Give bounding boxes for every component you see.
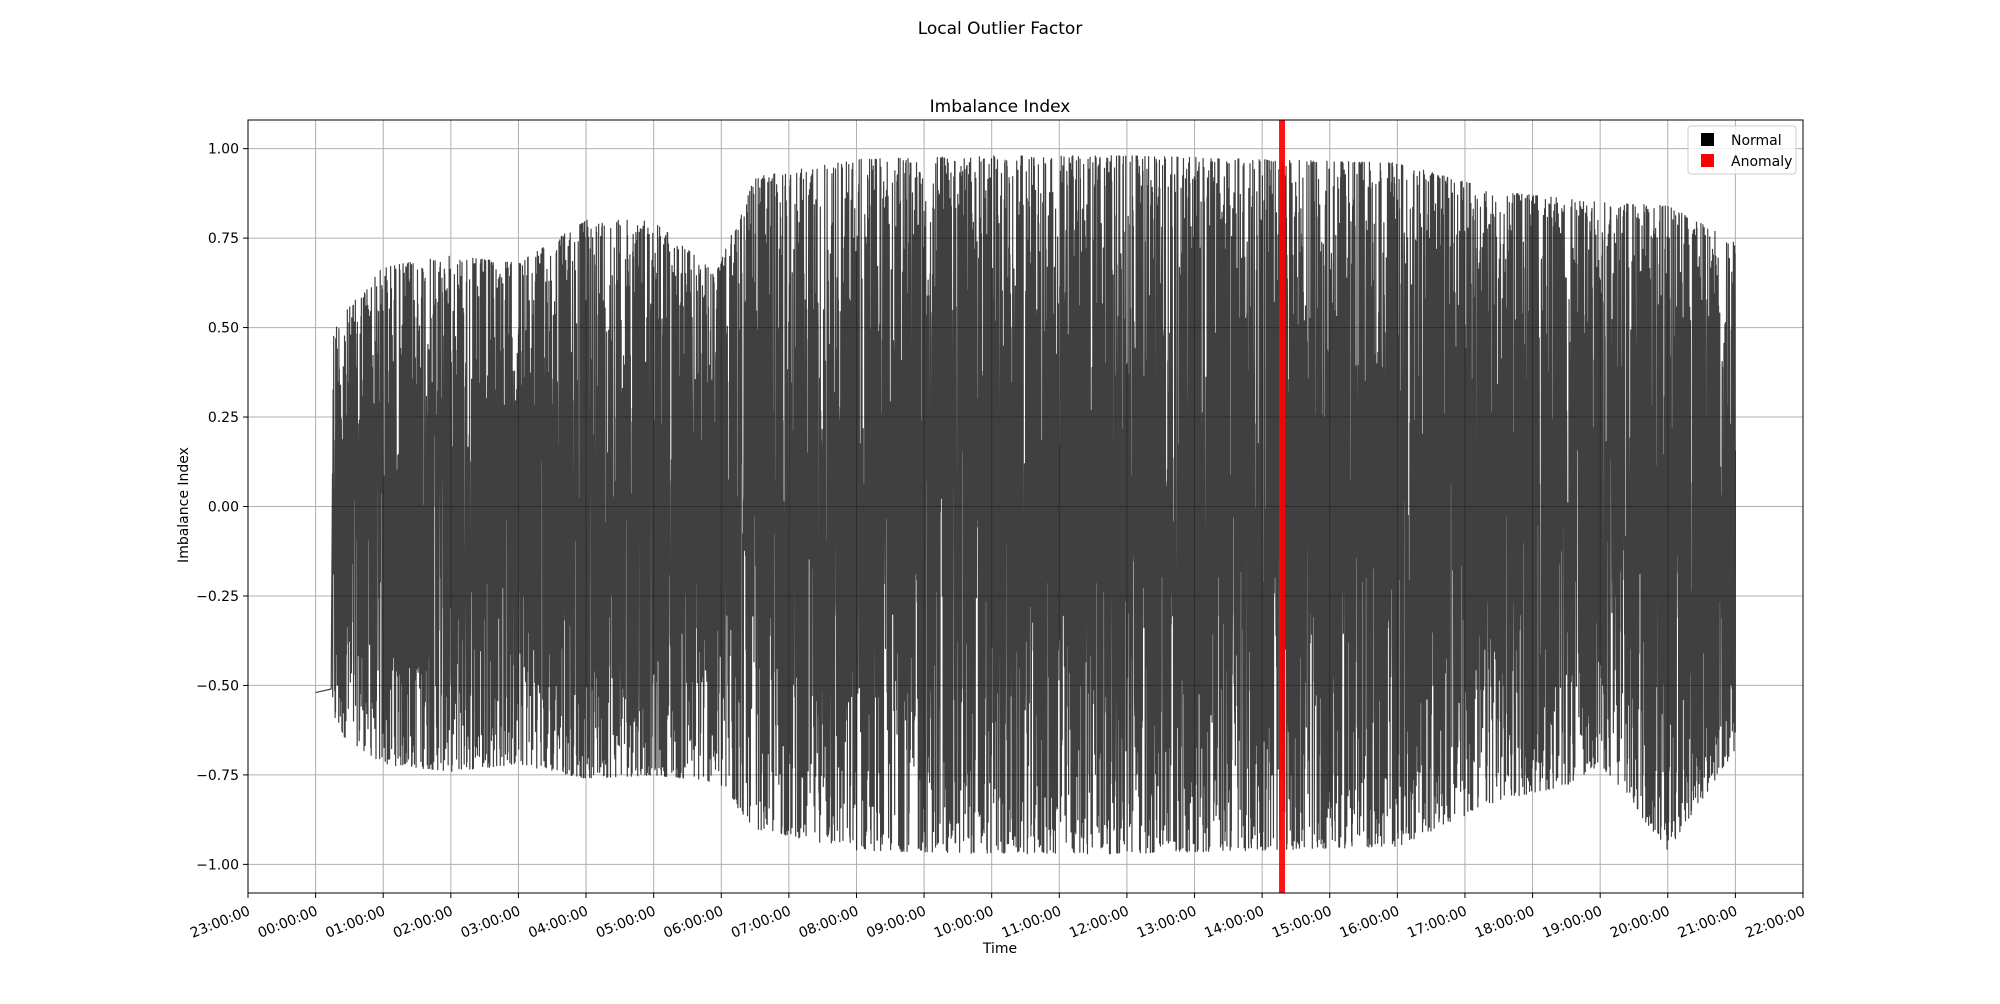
x-tick-label: 14:00:00: [1202, 903, 1266, 941]
y-tick-label: 0.00: [208, 500, 239, 516]
x-axis-ticks: 23:00:00 00:00:00 01:00:00 02:00:00 03:00:00…: [188, 893, 1807, 942]
x-tick-label: 17:00:00: [1405, 903, 1469, 941]
legend-swatch-normal: [1701, 133, 1714, 146]
x-tick-label: 00:00:00: [256, 903, 320, 941]
anomaly-band: [1279, 120, 1286, 893]
x-tick-label: 02:00:00: [391, 903, 455, 941]
y-tick-label: 0.50: [208, 321, 239, 337]
y-tick-label: −0.25: [196, 589, 239, 605]
legend: Normal Anomaly: [1687, 125, 1797, 175]
y-tick-label: −0.50: [196, 678, 239, 694]
x-tick-label: 09:00:00: [864, 903, 928, 941]
x-tick-label: 03:00:00: [459, 903, 523, 941]
legend-frame: [1687, 125, 1797, 175]
series-normal-line: [315, 155, 1736, 855]
x-axis-label: Time: [982, 941, 1017, 957]
x-tick-label: 16:00:00: [1338, 903, 1402, 941]
x-tick-label: 18:00:00: [1473, 903, 1537, 941]
y-axis-label: Imbalance Index: [176, 447, 192, 563]
data-layer: [315, 155, 1736, 855]
x-tick-label: 08:00:00: [797, 903, 861, 941]
y-tick-label: 0.75: [208, 231, 239, 247]
y-tick-label: 1.00: [208, 142, 239, 158]
legend-label-anomaly: Anomaly: [1731, 154, 1792, 170]
x-tick-label: 04:00:00: [526, 903, 590, 941]
x-tick-label: 12:00:00: [1067, 903, 1131, 941]
x-tick-label: 15:00:00: [1270, 903, 1334, 941]
y-tick-label: 0.25: [208, 410, 239, 426]
x-tick-label: 11:00:00: [999, 903, 1063, 941]
x-tick-label: 21:00:00: [1676, 903, 1740, 941]
y-axis-ticks: 1.00 0.75 0.50 0.25 0.00 −0.25 −0.50 −0.75 −1.00: [196, 142, 248, 873]
x-tick-label: 22:00:00: [1743, 903, 1807, 941]
y-tick-label: −1.00: [196, 857, 239, 873]
x-tick-label: 10:00:00: [932, 903, 996, 941]
x-tick-label: 23:00:00: [188, 903, 252, 941]
figure-suptitle: Local Outlier Factor: [918, 19, 1083, 39]
x-tick-label: 19:00:00: [1540, 903, 1604, 941]
legend-label-normal: Normal: [1731, 133, 1782, 149]
x-tick-label: 20:00:00: [1608, 903, 1672, 941]
x-tick-label: 01:00:00: [323, 903, 387, 941]
x-tick-label: 07:00:00: [729, 903, 793, 941]
x-tick-label: 06:00:00: [661, 903, 725, 941]
chart-title: Imbalance Index: [930, 97, 1071, 117]
legend-swatch-anomaly: [1701, 154, 1714, 167]
x-tick-label: 05:00:00: [594, 903, 658, 941]
x-tick-label: 13:00:00: [1135, 903, 1199, 941]
anomaly-layer: [1279, 120, 1286, 893]
y-tick-label: −0.75: [196, 768, 239, 784]
